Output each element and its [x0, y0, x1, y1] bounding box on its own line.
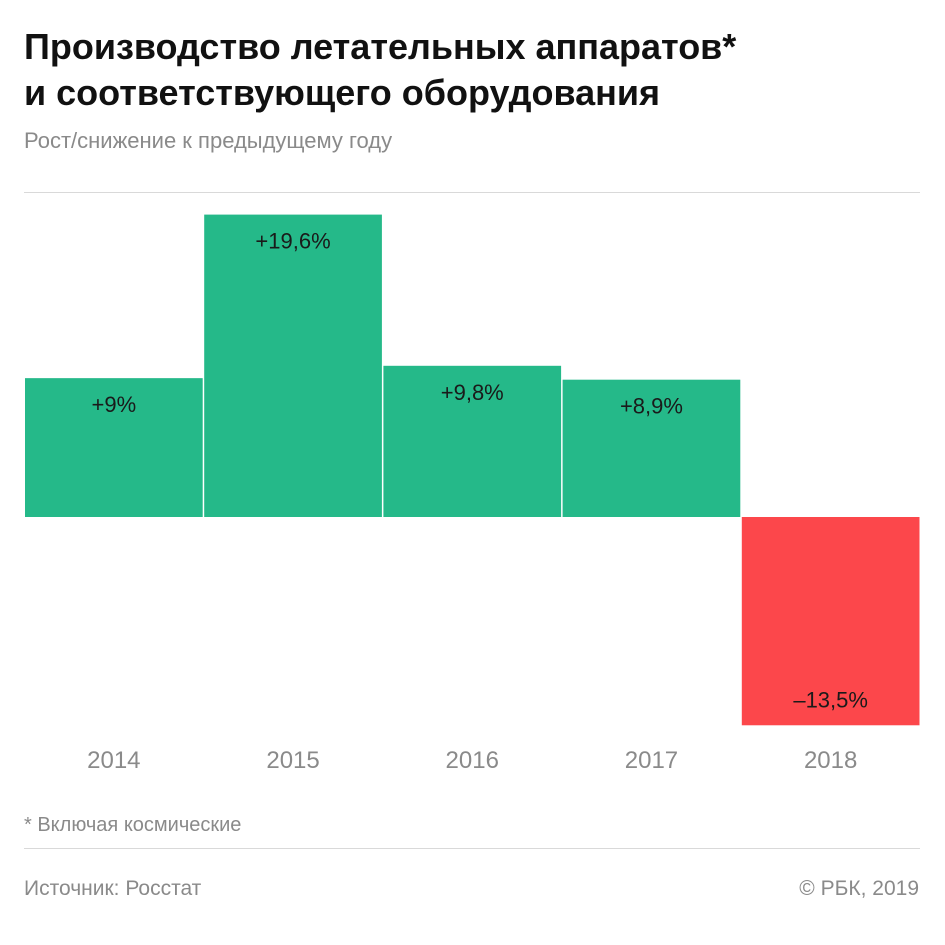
data-label-2018: –13,5%: [793, 687, 868, 712]
bar-2016: [383, 365, 562, 517]
bar-2014: [25, 378, 203, 517]
x-tick-2014: 2014: [87, 747, 140, 774]
chart-title-line-2: и соответствующего оборудования: [24, 72, 661, 113]
bottom-divider: [24, 848, 920, 849]
bar-2017: [562, 379, 741, 517]
chart-subtitle: Рост/снижение к предыдущему году: [24, 128, 393, 153]
footnote: * Включая космические: [24, 814, 242, 836]
x-tick-2016: 2016: [446, 747, 499, 774]
data-label-2014: +9%: [92, 392, 137, 417]
copyright-label: © РБК, 2019: [799, 877, 919, 900]
x-tick-2018: 2018: [804, 747, 857, 774]
bar-2015: [204, 214, 382, 517]
bar-2018: [741, 517, 920, 726]
chart-title: Производство летательных аппаратов* и со…: [24, 24, 924, 116]
data-label-2015: +19,6%: [255, 229, 330, 254]
x-tick-2017: 2017: [625, 747, 678, 774]
data-label-2016: +9,8%: [441, 380, 504, 405]
x-tick-2015: 2015: [266, 747, 319, 774]
source-label: Источник: Росстат: [24, 877, 202, 900]
data-label-2017: +8,9%: [620, 394, 683, 419]
top-divider: [24, 192, 920, 193]
chart-title-line-1: Производство летательных аппаратов*: [24, 26, 737, 67]
